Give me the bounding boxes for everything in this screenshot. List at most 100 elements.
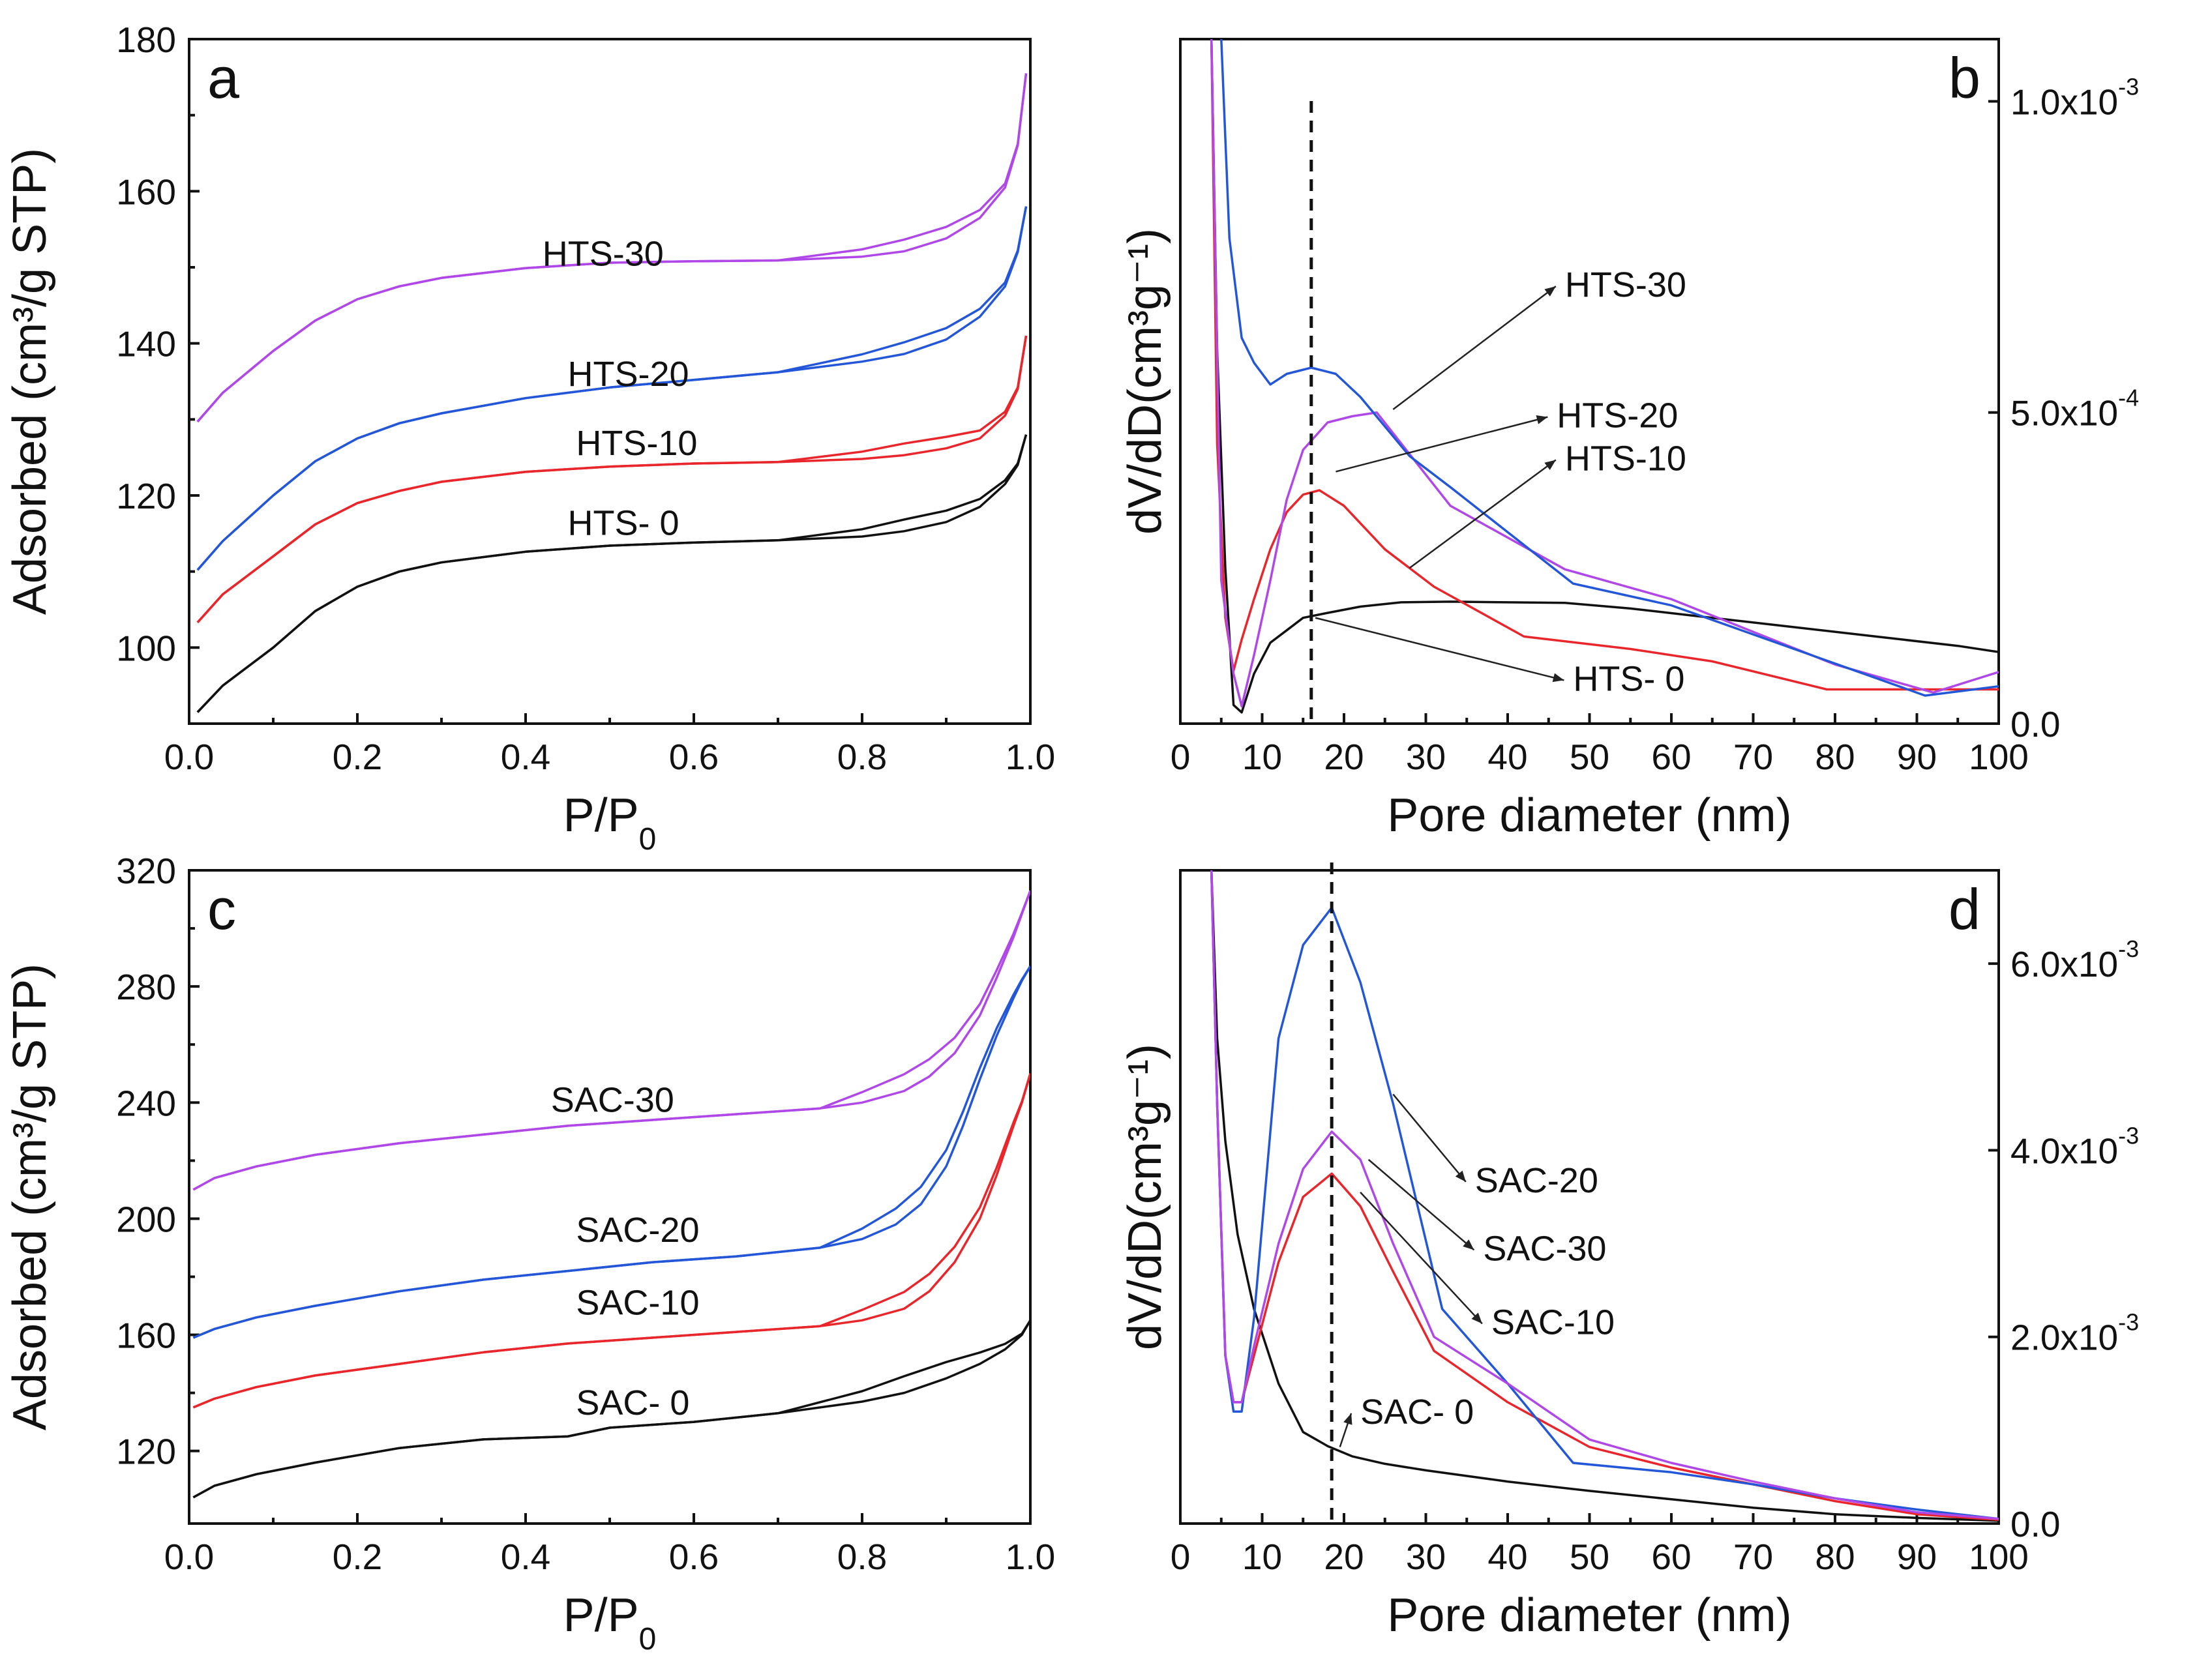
annotation-arrow xyxy=(1360,1191,1483,1325)
series-line-hts-0 xyxy=(1210,39,1999,714)
x-tick-label: 0.0 xyxy=(164,1537,214,1577)
x-tick-label: 0.4 xyxy=(501,1537,550,1577)
y-tick-label: 240 xyxy=(116,1083,176,1123)
x-tick-label: 0.6 xyxy=(669,1537,719,1577)
arrow-head xyxy=(1455,1170,1466,1182)
series-desorption-line xyxy=(196,434,1028,713)
x-tick-label: 50 xyxy=(1570,737,1609,777)
series-label: SAC-30 xyxy=(551,1081,674,1120)
panel-label: a xyxy=(207,46,239,110)
y-tick-label: 0.0 xyxy=(2010,1504,2060,1544)
x-tick-label: 0.8 xyxy=(837,737,887,777)
y-tick-label: 5.0x10-4 xyxy=(2010,385,2139,434)
y-tick-label: 4.0x10-3 xyxy=(2010,1122,2139,1171)
series-line-hts-20 xyxy=(1210,39,1999,708)
series-label: SAC-10 xyxy=(1491,1303,1615,1342)
y-tick-label: 160 xyxy=(116,1316,176,1356)
x-axis-label: P/P0 xyxy=(563,1589,657,1657)
arrow-head xyxy=(1536,415,1548,424)
y-tick-label: 200 xyxy=(116,1199,176,1239)
y-tick-label: 140 xyxy=(116,324,176,364)
series-line-sac-10 xyxy=(1210,870,1999,1522)
y-tick-label: 2.0x10-3 xyxy=(2010,1309,2139,1358)
x-tick-label: 30 xyxy=(1406,737,1446,777)
panel-a: 0.0 0.2 0.4 0.6 0.8 1.0 100 120 140 160 180 P/P0 Ads… xyxy=(4,20,1055,857)
y-tick-label: 0.0 xyxy=(2010,704,2060,744)
series-label: SAC-30 xyxy=(1483,1229,1606,1268)
y-axis-label: Adsorbed (cm³/g STP) xyxy=(4,148,56,615)
plot-frame xyxy=(1179,38,2000,725)
x-tick-label: 1.0 xyxy=(1006,1537,1055,1577)
plot-frame xyxy=(188,869,1032,1525)
x-tick-label: 0 xyxy=(1171,737,1191,777)
series-desorption-line xyxy=(196,206,1028,571)
x-tick-label: 90 xyxy=(1897,737,1937,777)
annotation-arrow xyxy=(1315,617,1564,681)
x-tick-label: 0.2 xyxy=(333,737,382,777)
y-tick-label: 180 xyxy=(116,20,176,60)
series-line-sac-30 xyxy=(1210,870,1999,1520)
series-label: HTS- 0 xyxy=(568,504,679,543)
arrow-head xyxy=(1471,1312,1482,1324)
arrow-head xyxy=(1343,1413,1352,1425)
series-desorption-line xyxy=(192,1073,1030,1409)
x-tick-label: 100 xyxy=(1969,737,2029,777)
series-line-sac-20 xyxy=(192,965,1030,1339)
series-label: HTS-20 xyxy=(1557,396,1678,435)
x-tick-label: 70 xyxy=(1733,1537,1773,1577)
series-label: HTS-30 xyxy=(543,235,664,274)
series-desorption-line xyxy=(192,1319,1030,1499)
x-tick-label: 20 xyxy=(1324,737,1364,777)
series-label: SAC-10 xyxy=(576,1283,699,1322)
annotation-arrow xyxy=(1367,1158,1475,1251)
series-line-hts-0 xyxy=(196,434,1028,713)
y-tick-label: 100 xyxy=(116,628,176,668)
y-axis-label: Adsorbed (cm³/g STP) xyxy=(4,964,56,1430)
y-tick-label: 1.0x10-3 xyxy=(2010,73,2139,122)
x-tick-label: 80 xyxy=(1815,1537,1855,1577)
x-tick-label: 0.0 xyxy=(164,737,214,777)
x-tick-label: 0.6 xyxy=(669,737,719,777)
annotation-arrow xyxy=(1392,286,1557,410)
annotation-arrow xyxy=(1336,416,1548,473)
x-tick-label: 0.8 xyxy=(837,1537,887,1577)
panel-label: c xyxy=(207,877,236,941)
y-tick-label: 320 xyxy=(116,851,176,891)
series-line-sac-30 xyxy=(192,890,1030,1191)
panel-label: b xyxy=(1949,46,1980,110)
panel-label: d xyxy=(1949,877,1980,941)
series-label: HTS-20 xyxy=(568,355,689,394)
x-tick-label: 0.2 xyxy=(333,1537,382,1577)
y-tick-label: 120 xyxy=(116,1432,176,1472)
series-line-sac-0 xyxy=(1210,870,1999,1522)
series-label: HTS-30 xyxy=(1565,265,1686,304)
panel-c: 0.0 0.2 0.4 0.6 0.8 1.0 120 160 200 240 280 320 P/P0… xyxy=(4,851,1055,1657)
series-line-sac-20 xyxy=(1210,870,1999,1520)
series-line-hts-10 xyxy=(1210,39,1999,691)
series-label: HTS- 0 xyxy=(1573,659,1684,698)
x-tick-label: 20 xyxy=(1324,1537,1364,1577)
series-desorption-line xyxy=(192,965,1030,1339)
series-label: SAC-20 xyxy=(1475,1161,1598,1200)
series-label: HTS-10 xyxy=(576,424,697,463)
series-label: SAC- 0 xyxy=(1360,1393,1474,1432)
x-tick-label: 40 xyxy=(1487,737,1527,777)
series-desorption-line xyxy=(196,335,1028,623)
x-tick-label: 60 xyxy=(1651,737,1691,777)
y-tick-label: 6.0x10-3 xyxy=(2010,936,2139,984)
series-label: HTS-10 xyxy=(1565,439,1686,479)
series-label: SAC-20 xyxy=(576,1211,699,1250)
arrow-head xyxy=(1544,460,1556,470)
y-tick-label: 120 xyxy=(116,476,176,516)
y-axis-label: dV/dD(cm³g⁻¹) xyxy=(1119,1044,1171,1350)
x-tick-label: 70 xyxy=(1733,737,1773,777)
y-axis-label: dV/dD(cm³g⁻¹) xyxy=(1119,228,1171,535)
x-tick-label: 50 xyxy=(1570,1537,1609,1577)
x-tick-label: 40 xyxy=(1487,1537,1527,1577)
x-tick-label: 60 xyxy=(1651,1537,1691,1577)
series-desorption-line xyxy=(192,890,1030,1191)
x-tick-label: 0 xyxy=(1171,1537,1191,1577)
x-axis-label: Pore diameter (nm) xyxy=(1387,789,1791,842)
x-tick-label: 90 xyxy=(1897,1537,1937,1577)
